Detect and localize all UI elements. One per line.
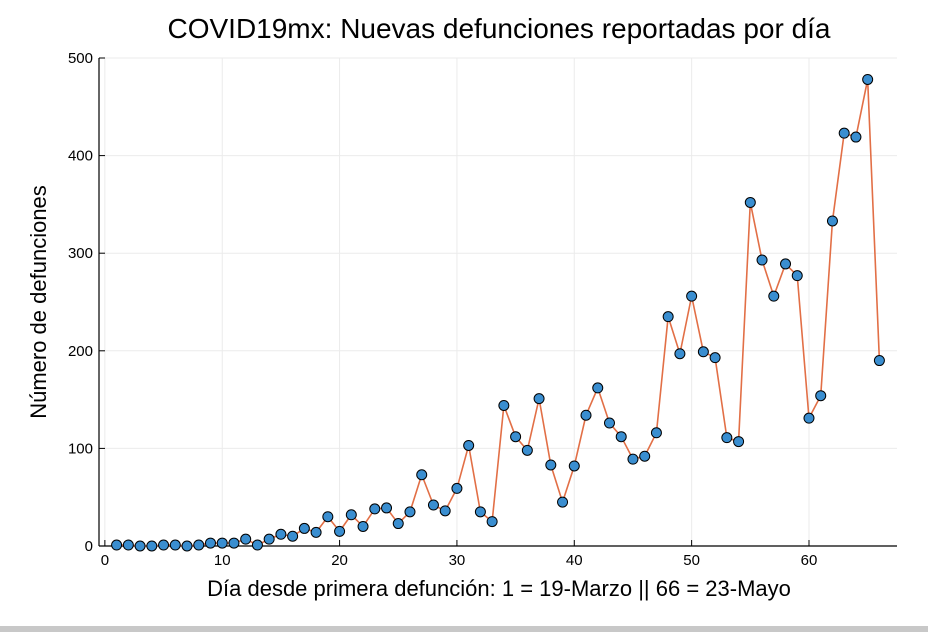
axes [98, 57, 897, 547]
data-point [310, 526, 322, 538]
x-tick-label: 10 [214, 552, 231, 569]
data-point [627, 453, 639, 465]
data-point [744, 196, 756, 208]
plot-area [111, 73, 885, 552]
data-point [510, 431, 522, 443]
data-point [615, 431, 627, 443]
data-point [498, 399, 510, 411]
data-point [122, 539, 134, 551]
grid [99, 57, 897, 547]
data-point [650, 427, 662, 439]
data-point [275, 528, 287, 540]
data-point [204, 537, 216, 549]
data-point [803, 412, 815, 424]
data-point [134, 540, 146, 552]
data-point [603, 417, 615, 429]
chart-title: COVID19mx: Nuevas defunciones reportadas… [167, 13, 830, 44]
data-point [474, 506, 486, 518]
data-point [263, 533, 275, 545]
data-point [463, 439, 475, 451]
y-tick-label: 0 [85, 538, 93, 555]
data-point [756, 254, 768, 266]
data-point [533, 393, 545, 405]
y-tick-label: 200 [68, 343, 93, 360]
data-point [768, 290, 780, 302]
data-point [850, 131, 862, 143]
data-point [357, 520, 369, 532]
data-point [298, 522, 310, 534]
series-line [116, 78, 881, 547]
x-tick-label: 50 [683, 552, 700, 569]
x-tick-label: 40 [566, 552, 583, 569]
data-point [251, 539, 263, 551]
data-point [169, 539, 181, 551]
data-point [791, 270, 803, 282]
y-axis-label: Número de defunciones [26, 185, 51, 419]
data-point [838, 127, 850, 139]
data-point [815, 390, 827, 402]
window-bottom-border [0, 626, 928, 632]
data-point [404, 506, 416, 518]
data-point [557, 496, 569, 508]
data-point [545, 459, 557, 471]
tick-labels: 0 10 20 30 40 50 60 0 100 200 300 400 500 [68, 50, 817, 569]
x-tick-label: 30 [449, 552, 466, 569]
y-tick-label: 400 [68, 148, 93, 165]
data-point [733, 436, 745, 448]
data-point [674, 348, 686, 360]
data-point [862, 73, 874, 85]
y-tick-label: 300 [68, 245, 93, 262]
data-point [451, 482, 463, 494]
x-axis-label: Día desde primera defunción: 1 = 19-Marz… [207, 576, 791, 601]
data-point [639, 450, 651, 462]
data-point [662, 311, 674, 323]
y-tick-label: 500 [68, 50, 93, 67]
data-point [416, 469, 428, 481]
data-point [709, 352, 721, 364]
data-point [158, 539, 170, 551]
data-point [592, 382, 604, 394]
data-point [392, 518, 404, 530]
data-point [228, 537, 240, 549]
data-point [322, 511, 334, 523]
data-point [146, 540, 158, 552]
data-point [521, 444, 533, 456]
data-point [697, 346, 709, 358]
data-point [568, 460, 580, 472]
data-point [381, 502, 393, 514]
data-point [369, 503, 381, 515]
data-point [721, 432, 733, 444]
data-point [111, 539, 123, 551]
data-point [486, 516, 498, 528]
data-point [345, 509, 357, 521]
data-point [427, 499, 439, 511]
data-point [439, 505, 451, 517]
y-tick-label: 100 [68, 440, 93, 457]
data-point [181, 540, 193, 552]
x-tick-label: 0 [101, 552, 109, 569]
x-tick-label: 60 [801, 552, 818, 569]
data-point [686, 290, 698, 302]
data-point [216, 537, 228, 549]
x-tick-label: 20 [331, 552, 348, 569]
data-point [334, 525, 346, 537]
data-point [287, 530, 299, 542]
data-point [240, 533, 252, 545]
data-point [873, 355, 885, 367]
data-point [193, 539, 205, 551]
data-point [780, 258, 792, 270]
data-point [580, 409, 592, 421]
data-point [826, 215, 838, 227]
